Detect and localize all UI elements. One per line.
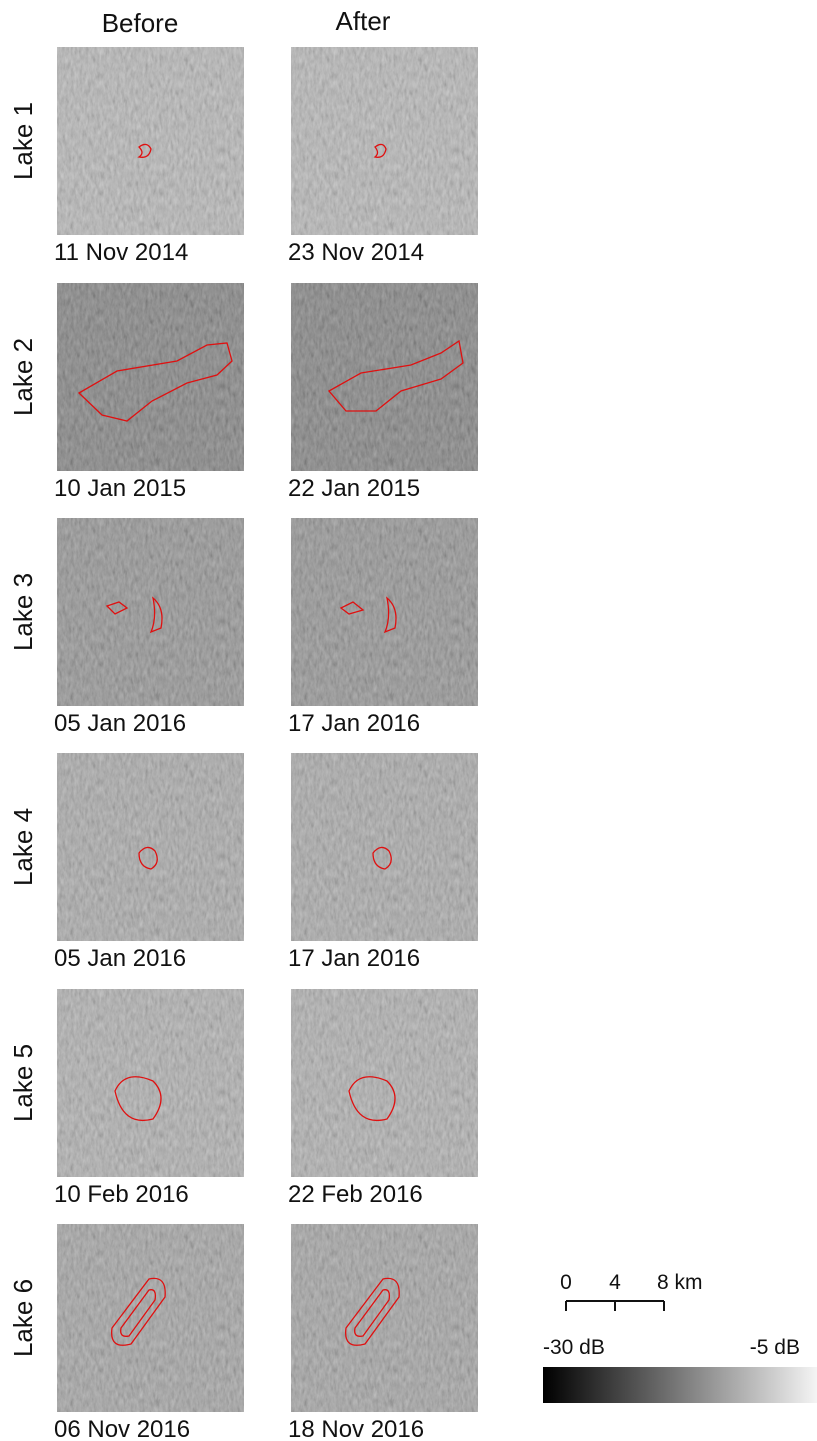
date-label: 22 Feb 2016	[288, 1181, 423, 1208]
date-label: 05 Jan 2016	[54, 710, 186, 737]
image-texture	[291, 283, 478, 471]
sar-image	[291, 47, 478, 235]
sar-image	[291, 283, 478, 471]
image-texture	[291, 989, 478, 1177]
image-texture	[57, 518, 244, 706]
image-texture	[291, 518, 478, 706]
column-header: After	[336, 6, 391, 36]
sar-image	[57, 283, 244, 471]
row-label: Lake 6	[8, 1279, 38, 1357]
row-label: Lake 1	[8, 102, 38, 180]
colorbar-label: -30 dB	[543, 1336, 605, 1359]
image-texture	[291, 47, 478, 235]
sar-image	[291, 518, 478, 706]
date-label: 17 Jan 2016	[288, 945, 420, 972]
sar-image	[57, 47, 244, 235]
sar-image	[57, 518, 244, 706]
sar-image	[291, 753, 478, 941]
sar-image	[291, 989, 478, 1177]
sar-image	[57, 753, 244, 941]
date-label: 22 Jan 2015	[288, 475, 420, 502]
row-label: Lake 3	[8, 573, 38, 651]
scale-label: 8 km	[657, 1271, 703, 1294]
figure: Before After 0 4 8 km -30 dB -5 dB Lake …	[0, 0, 817, 1441]
scale-label: 4	[609, 1271, 621, 1294]
row-label: Lake 2	[8, 338, 38, 416]
scale-bar	[566, 1301, 664, 1311]
image-texture	[57, 47, 244, 235]
column-header: Before	[102, 8, 179, 38]
sar-image	[57, 1224, 244, 1412]
colorbar	[543, 1367, 817, 1403]
row-label: Lake 5	[8, 1044, 38, 1122]
date-label: 11 Nov 2014	[54, 239, 188, 266]
date-label: 06 Nov 2016	[54, 1416, 190, 1441]
image-texture	[291, 753, 478, 941]
date-label: 23 Nov 2014	[288, 239, 424, 266]
scale-label: 0	[560, 1271, 572, 1294]
date-label: 10 Jan 2015	[54, 475, 186, 502]
image-texture	[57, 753, 244, 941]
date-label: 10 Feb 2016	[54, 1181, 189, 1208]
date-label: 18 Nov 2016	[288, 1416, 424, 1441]
image-texture	[57, 283, 244, 471]
image-texture	[57, 989, 244, 1177]
sar-image	[291, 1224, 478, 1412]
colorbar-label: -5 dB	[750, 1336, 800, 1359]
row-label: Lake 4	[8, 808, 38, 886]
sar-image	[57, 989, 244, 1177]
date-label: 17 Jan 2016	[288, 710, 420, 737]
date-label: 05 Jan 2016	[54, 945, 186, 972]
